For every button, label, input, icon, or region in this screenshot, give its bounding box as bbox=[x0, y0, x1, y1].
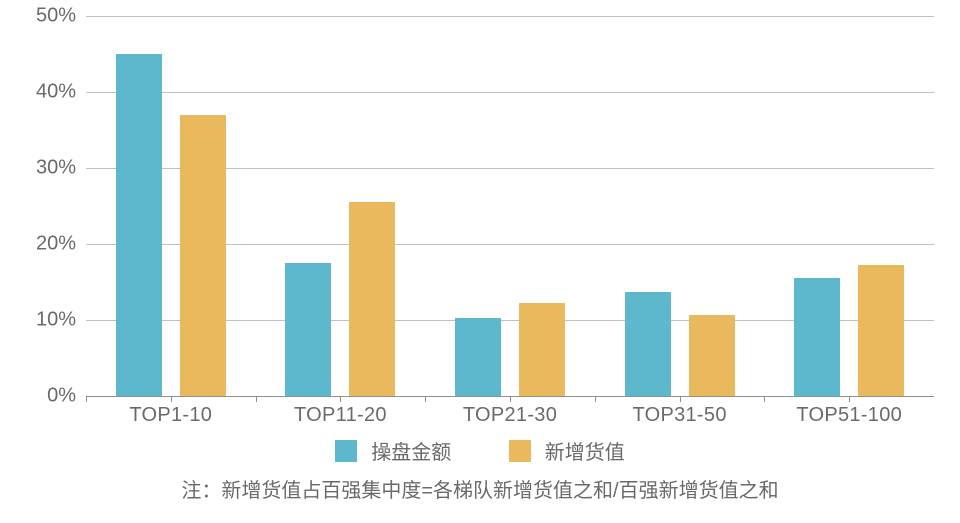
bar bbox=[858, 265, 904, 396]
bar bbox=[285, 263, 331, 396]
legend-label-0: 操盘金额 bbox=[371, 436, 451, 465]
bar bbox=[794, 278, 840, 396]
y-tick-label: 10% bbox=[36, 309, 86, 332]
bar bbox=[116, 54, 162, 396]
legend-item-0: 操盘金额 bbox=[335, 436, 451, 465]
x-tick-label: TOP21-30 bbox=[463, 396, 557, 427]
x-tick-mark bbox=[425, 396, 426, 402]
footnote: 注：新增货值占百强集中度=各梯队新增货值之和/百强新增货值之和 bbox=[0, 474, 960, 503]
legend-label-1: 新增货值 bbox=[545, 436, 625, 465]
gridline bbox=[86, 92, 934, 93]
y-tick-label: 20% bbox=[36, 233, 86, 256]
chart-container: 0% 10% 20% 30% 40% 50% TOP1-10 TOP11-20 TOP21-30… bbox=[0, 0, 960, 523]
legend-swatch-0 bbox=[335, 440, 357, 462]
gridline bbox=[86, 16, 934, 17]
bar bbox=[180, 115, 226, 396]
bar bbox=[349, 202, 395, 396]
y-tick-label: 40% bbox=[36, 81, 86, 104]
x-tick-mark bbox=[764, 396, 765, 402]
x-tick-label: TOP1-10 bbox=[129, 396, 212, 427]
bar bbox=[519, 303, 565, 396]
legend-swatch-1 bbox=[509, 440, 531, 462]
y-tick-label: 50% bbox=[36, 5, 86, 28]
legend-item-1: 新增货值 bbox=[509, 436, 625, 465]
x-tick-mark bbox=[86, 396, 87, 402]
bar bbox=[625, 292, 671, 396]
y-tick-label: 0% bbox=[47, 385, 86, 408]
x-tick-label: TOP51-100 bbox=[796, 396, 902, 427]
legend: 操盘金额 新增货值 bbox=[0, 436, 960, 468]
x-tick-mark bbox=[595, 396, 596, 402]
x-tick-label: TOP11-20 bbox=[294, 396, 387, 427]
bar bbox=[455, 318, 501, 396]
x-tick-label: TOP31-50 bbox=[632, 396, 726, 427]
plot-area: 0%10%20%30%40%50%TOP1-10TOP11-20TOP21-30… bbox=[86, 16, 934, 397]
y-tick-label: 30% bbox=[36, 157, 86, 180]
bar bbox=[689, 315, 735, 396]
x-tick-mark bbox=[256, 396, 257, 402]
